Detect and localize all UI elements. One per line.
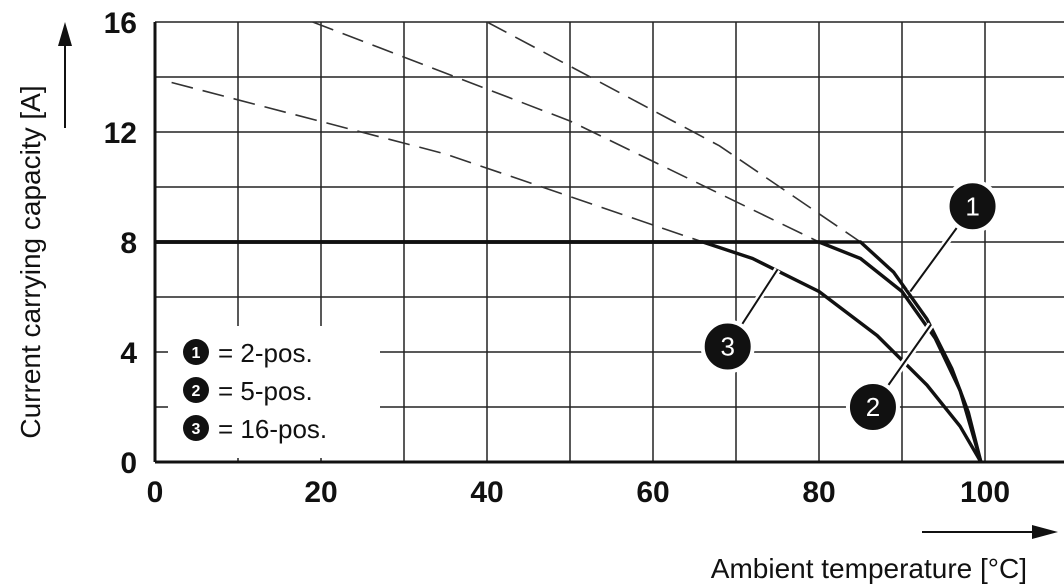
y-axis-arrow-head [58,22,72,46]
dashed-extension-lines [171,22,861,243]
x-tick-label: 60 [636,476,669,509]
series-line-1-extension [486,22,861,243]
legend-marker-label-3: 3 [192,421,201,438]
series-line-3 [155,240,983,463]
legend-marker-3 [183,415,209,441]
legend-entry-2: = 5-pos. [218,376,313,406]
x-tick-label: 80 [802,476,835,509]
badge-1 [945,179,1000,234]
curve-badges: 1 2 3 [700,179,1000,434]
x-tick-label: 0 [147,476,164,509]
plot-frame [153,22,1064,464]
x-tick-labels: 0 20 40 60 80 100 [147,476,1010,509]
x-axis-arrow-head [1032,525,1058,539]
y-tick-label: 16 [104,7,137,40]
legend-marker-label-1: 1 [192,345,201,362]
y-tick-labels: 0 4 8 12 16 [104,7,138,480]
derating-curves [155,240,983,463]
x-tick-label: 100 [960,476,1010,509]
y-tick-label: 0 [120,447,137,480]
legend-marker-1 [183,339,209,365]
x-tick-label: 40 [470,476,503,509]
series-line-1 [155,240,983,463]
legend-entry-3: = 16-pos. [218,414,327,444]
legend-marker-label-2: 2 [192,383,201,400]
badge-label-1: 1 [965,191,979,221]
badge-2 [845,380,900,434]
badge-3 [700,319,755,374]
series-line-2 [155,240,983,463]
x-tick-label: 20 [304,476,337,509]
leader-lines [724,204,976,410]
badge-label-3: 3 [720,332,734,362]
legend-marker-2 [183,377,209,403]
y-tick-label: 4 [120,337,137,370]
legend: 1 = 2-pos. 2 = 5-pos. 3 = 16-pos. [183,338,327,444]
badge-label-2: 2 [866,392,880,422]
x-axis-title: Ambient temperature [°C] [711,553,1027,584]
y-tick-label: 8 [120,227,137,260]
y-axis-title: Current carrying capacity [A] [15,85,46,438]
legend-entry-1: = 2-pos. [218,338,313,368]
series-line-3-extension [171,81,704,243]
series-line-2-extension [312,22,820,243]
y-tick-label: 12 [104,117,137,150]
